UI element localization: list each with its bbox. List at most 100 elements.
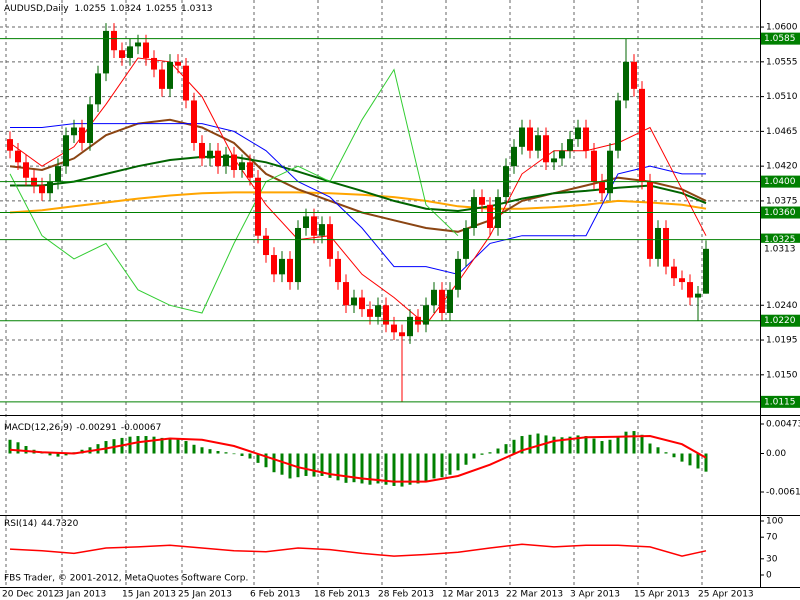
macd-signal: -0.00067	[121, 423, 161, 433]
candle-body	[695, 293, 701, 298]
macd-bar	[192, 444, 196, 454]
macd-bar	[440, 453, 444, 478]
macd-bar	[504, 444, 508, 454]
candle-body	[423, 305, 429, 325]
candle-body	[375, 305, 381, 317]
macd-bar	[608, 439, 612, 454]
level-label: 1.0220	[764, 316, 796, 326]
macd-bar	[616, 436, 620, 454]
y-tick-label: 1.0420	[766, 162, 798, 172]
level-label: 1.0325	[764, 235, 796, 245]
candle-body	[39, 185, 45, 194]
indicator-line	[10, 123, 706, 275]
macd-bar	[368, 453, 372, 485]
candle-body	[663, 227, 669, 267]
macd-bar	[680, 453, 684, 462]
macd-bar	[480, 453, 484, 455]
macd-bar	[280, 453, 284, 475]
macd-bar	[144, 436, 148, 454]
candle-body	[119, 50, 125, 58]
candle-body	[655, 227, 661, 259]
candle-body	[7, 139, 13, 151]
candle-body	[167, 61, 173, 89]
x-tick-label: 28 Feb 2013	[378, 590, 434, 600]
macd-bar	[264, 453, 268, 468]
candle-body	[335, 258, 341, 283]
candle-body	[671, 266, 677, 279]
candle-body	[431, 289, 437, 306]
level-label: 1.0400	[764, 177, 796, 187]
candle-body	[383, 305, 389, 325]
symbol: AUDUSD,Daily	[4, 4, 69, 14]
macd-bar	[128, 436, 132, 454]
macd-bar	[488, 452, 492, 454]
macd-bar	[672, 453, 676, 458]
candle-body	[255, 177, 261, 236]
candle-body	[135, 42, 141, 47]
macd-bar	[584, 436, 588, 454]
rsi-header: RSI(14) 44.7320	[4, 519, 79, 529]
level-box	[761, 32, 800, 45]
y-tick-label: 1.0510	[766, 92, 798, 102]
macd-bar	[696, 453, 700, 469]
macd-bar	[360, 453, 364, 484]
copyright: FBS Trader, © 2001-2012, MetaQuotes Soft…	[4, 574, 248, 584]
y-tick-label: 1.0240	[766, 301, 798, 311]
candle-body	[95, 73, 101, 105]
y-tick-label: 1.0555	[766, 57, 798, 67]
candle-body	[159, 69, 165, 89]
candle-body	[239, 162, 245, 171]
macd-bar	[272, 453, 276, 473]
x-tick-label: 15 Jan 2013	[122, 590, 176, 600]
candle-body	[359, 297, 365, 310]
ohlc-open: 1.0255	[75, 4, 107, 14]
candle-body	[303, 216, 309, 228]
macd-bar	[304, 453, 308, 476]
candle-body	[439, 289, 445, 313]
price-label: 1.0313	[764, 244, 796, 254]
candle-body	[23, 162, 29, 178]
macd-bar	[240, 453, 244, 457]
level-box	[761, 233, 800, 246]
macd-bar	[640, 434, 644, 454]
level-label: 1.0115	[764, 397, 796, 407]
macd-bar	[352, 453, 356, 483]
candle-body	[183, 65, 189, 101]
candle-body	[175, 61, 181, 66]
macd-bar	[296, 453, 300, 478]
macd-bar	[432, 453, 436, 479]
macd-bar	[560, 437, 564, 454]
macd-bar	[624, 431, 628, 454]
indicator-line	[9, 57, 707, 326]
candle-body	[575, 127, 581, 140]
macd-bar	[552, 436, 556, 454]
y-tick-label: 1.0465	[766, 127, 798, 137]
candle-body	[231, 154, 237, 171]
macd-bar	[104, 441, 108, 454]
candle-body	[15, 150, 21, 163]
candle-body	[543, 135, 549, 163]
macd-bar	[688, 453, 692, 466]
ohlc-close: 1.0313	[181, 4, 213, 14]
macd-bar	[184, 441, 188, 454]
candle-body	[47, 181, 53, 194]
candle-body	[327, 224, 333, 259]
macd-title: MACD(12,26,9)	[4, 423, 72, 433]
macd-bar	[424, 453, 428, 481]
macd-bar	[632, 431, 636, 454]
x-tick-label: 25 Jan 2013	[178, 590, 232, 600]
candle-body	[599, 181, 605, 194]
candle-body	[223, 154, 229, 167]
macd-bar	[384, 453, 388, 485]
macd-bar	[456, 453, 460, 471]
x-tick-label: 3 Jan 2013	[58, 590, 106, 600]
candle-body	[199, 142, 205, 159]
y-tick-label: 0	[766, 571, 772, 581]
candle-body	[343, 282, 349, 306]
macd-bar	[592, 438, 596, 454]
candle-body	[287, 258, 293, 283]
macd-bar	[248, 453, 252, 459]
